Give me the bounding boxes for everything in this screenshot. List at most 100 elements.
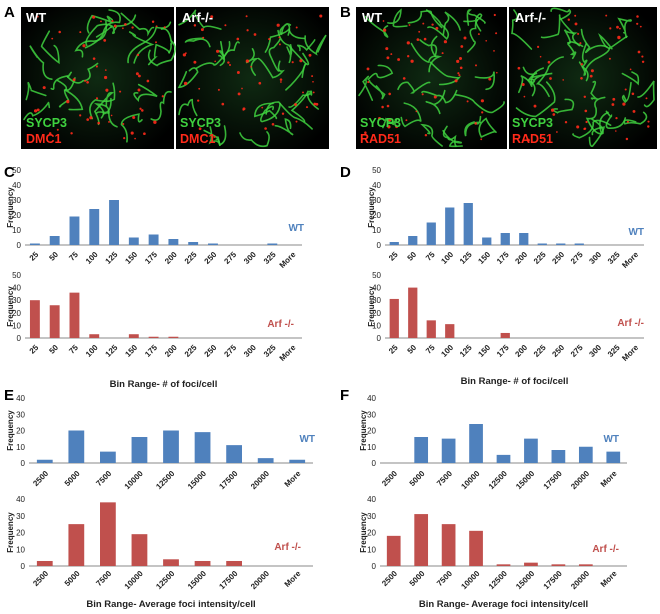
chromosome-strand: [264, 27, 306, 53]
micrograph-label-green: SYCP3: [26, 116, 67, 130]
focus-dot: [224, 24, 227, 27]
chromosome-strand: [529, 72, 553, 85]
chromosome-strand: [29, 45, 53, 80]
focus-dot: [388, 92, 391, 96]
bar-75: [69, 292, 80, 338]
focus-dot: [217, 88, 220, 91]
bar-7500: [100, 451, 116, 464]
bar-15000: [194, 432, 211, 464]
x-tick-label: 75: [67, 250, 80, 263]
y-tick-label: 30: [12, 196, 21, 205]
panel-letter-c: C: [4, 164, 15, 181]
chromosome-strand: [296, 39, 316, 52]
y-axis-label: Frequency: [6, 512, 15, 553]
chromosome-strand: [580, 28, 608, 54]
x-tick-label: 17500: [542, 569, 564, 591]
focus-dot: [407, 55, 410, 58]
focus-dot: [241, 87, 243, 90]
x-tick-label: 175: [143, 250, 159, 266]
chart-f-top: 0 10 20 30 40 2500 5000 7500 10000 12500 15000 1750…: [359, 394, 627, 491]
x-tick-label: 5000: [63, 469, 82, 488]
bar-100: [445, 324, 455, 338]
bar-175: [148, 336, 159, 338]
bar-250: [208, 243, 218, 245]
y-tick-label: 40: [372, 181, 381, 190]
x-tick-label: 300: [242, 250, 258, 266]
x-tick-label: 125: [458, 343, 474, 359]
bar-150: [128, 237, 139, 245]
chromosome-strand: [550, 7, 572, 20]
focus-dot: [151, 20, 155, 23]
bar-12500: [496, 454, 511, 464]
focus-dot: [105, 88, 109, 92]
focus-dot: [521, 82, 525, 87]
bar-325: [267, 243, 278, 245]
focus-dot: [493, 50, 495, 52]
focus-dot: [636, 22, 639, 25]
focus-dot: [477, 33, 480, 36]
focus-dot: [488, 77, 492, 81]
chromosome-strand: [184, 37, 211, 48]
focus-dot: [564, 121, 568, 124]
y-tick-label: 10: [16, 545, 25, 554]
chromosome-strand: [425, 89, 446, 115]
chromosome-strand: [89, 82, 116, 120]
focus-dot: [100, 20, 102, 23]
chromosome-strand: [110, 14, 137, 35]
chromosome-strand: [268, 38, 281, 72]
focus-dot: [637, 50, 641, 54]
bar-12500: [163, 559, 179, 566]
y-tick-label: 40: [367, 495, 376, 504]
focus-dot: [113, 24, 117, 28]
x-tick-label: 25: [387, 250, 400, 263]
focus-dot: [294, 103, 297, 106]
y-tick-label: 40: [16, 495, 25, 504]
focus-dot: [495, 71, 498, 74]
focus-dot: [143, 132, 146, 136]
chromosome-strand: [400, 102, 422, 128]
focus-dot: [456, 59, 460, 64]
micrograph-b-wt: WT SYCP3 RAD51: [356, 7, 507, 149]
focus-dot: [136, 53, 140, 57]
focus-dot: [132, 115, 136, 120]
y-tick-label: 20: [12, 309, 21, 318]
x-tick-label: 300: [242, 343, 258, 359]
focus-dot: [261, 106, 264, 109]
chromosome-strand: [387, 8, 408, 28]
x-tick-label: More: [278, 343, 298, 363]
chromosome-strand: [442, 129, 463, 148]
focus-dot: [92, 15, 96, 19]
focus-dot: [611, 103, 615, 106]
bar-10000: [469, 424, 483, 463]
chromosome-strand: [120, 113, 143, 143]
focus-dot: [198, 127, 202, 131]
bar-225: [188, 242, 199, 245]
panel-letter-d: D: [340, 164, 351, 181]
panel-letter-e: E: [4, 387, 14, 404]
focus-dot: [423, 37, 427, 41]
x-tick-label: 2500: [380, 569, 399, 588]
x-tick-label: 15000: [514, 469, 536, 491]
x-tick-label: 200: [513, 250, 529, 266]
focus-dot: [253, 33, 257, 36]
chromosome-strand: [208, 126, 221, 147]
chromosome-strand: [623, 111, 648, 125]
x-tick-label: 150: [476, 343, 492, 359]
focus-dot: [617, 35, 621, 40]
focus-dot: [632, 109, 636, 113]
micrograph-b-arf: Arf-/- SYCP3 RAD51: [509, 7, 657, 149]
focus-dot: [278, 36, 281, 39]
micrograph-label-green: SYCP3: [512, 116, 553, 130]
focus-dot: [271, 122, 275, 126]
y-tick-label: 50: [372, 166, 381, 175]
chromosome-strand: [147, 39, 176, 67]
x-tick-label: 150: [123, 343, 139, 359]
bar-200: [168, 239, 179, 245]
focus-dot: [608, 57, 611, 60]
focus-dot: [312, 80, 314, 83]
focus-dot: [291, 61, 294, 64]
focus-dot: [495, 32, 498, 35]
focus-dot: [415, 110, 418, 113]
focus-dot: [441, 52, 444, 55]
x-tick-label: 25: [387, 343, 400, 356]
